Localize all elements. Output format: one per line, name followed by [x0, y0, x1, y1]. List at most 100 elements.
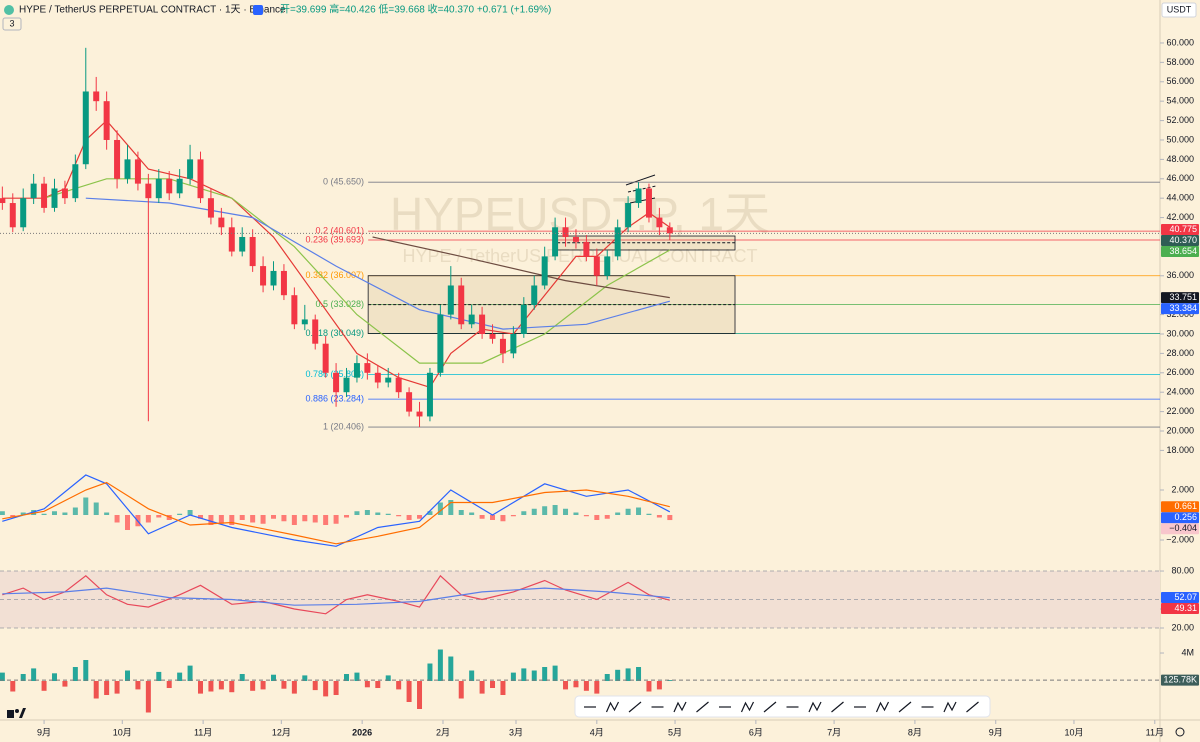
candle-body: [333, 372, 340, 393]
indicator-line: [2, 574, 670, 615]
candle-body: [114, 139, 121, 179]
price-label: 52.07: [1174, 592, 1197, 602]
price-label: 33.384: [1169, 303, 1197, 313]
tool-icon[interactable]: [696, 701, 709, 713]
price-label: 38.654: [1169, 246, 1197, 256]
tool-icon[interactable]: [740, 701, 755, 713]
tool-icon[interactable]: [673, 701, 687, 713]
candle-body: [322, 343, 329, 373]
compare-button[interactable]: [253, 5, 263, 15]
tool-icon[interactable]: [605, 701, 620, 713]
macd-histogram-bar: [396, 515, 402, 517]
candle-body: [666, 227, 673, 234]
y-tick-label: 42.000: [1166, 212, 1194, 222]
ohlc-values: 开=39.699 高=40.426 低=39.668 收=40.370 +0.6…: [280, 3, 551, 16]
tool-icon[interactable]: [831, 701, 844, 713]
candle-body: [385, 377, 392, 383]
volume-bar: [31, 668, 37, 682]
volume-bar: [135, 681, 141, 690]
drawing-tool[interactable]: [740, 701, 755, 713]
volume-bar: [646, 681, 652, 692]
volume-bar: [156, 671, 162, 682]
macd-histogram-bar: [604, 515, 610, 519]
volume-bar: [41, 681, 47, 691]
tool-icon[interactable]: [763, 701, 777, 713]
macd-histogram-bar: [344, 515, 350, 518]
x-tick-label: 7月: [827, 727, 841, 737]
y-tick-label: 60.000: [1166, 37, 1194, 47]
tool-icon[interactable]: [628, 701, 642, 713]
price-label: 0.661: [1174, 501, 1197, 511]
tool-icon[interactable]: [808, 701, 822, 713]
x-tick-label: 5月: [668, 727, 682, 737]
macd-histogram-bar: [124, 515, 130, 530]
drawing-tool[interactable]: [966, 701, 979, 713]
macd-histogram-bar: [625, 508, 631, 515]
price-label-bg: [1161, 234, 1199, 246]
tool-icon[interactable]: [898, 701, 912, 713]
macd-histogram-bar: [458, 510, 464, 515]
tool-icon[interactable]: [875, 701, 890, 713]
candle-body: [374, 372, 381, 383]
y-tick-label: 18.000: [1166, 445, 1194, 455]
macd-histogram-bar: [333, 515, 339, 524]
y-tick-label: 2.000: [1171, 484, 1194, 494]
volume-bar: [239, 674, 245, 682]
volume-bar: [385, 675, 391, 682]
x-tick-label: 6月: [749, 727, 763, 737]
macd-histogram-bar: [364, 510, 370, 515]
drawing-tool[interactable]: [875, 701, 890, 713]
candle-body: [155, 178, 162, 199]
settings-button[interactable]: [1175, 727, 1185, 737]
y-tick-label: 44.000: [1166, 193, 1194, 203]
y-tick-label: 30.000: [1166, 328, 1194, 338]
candle-body: [552, 227, 559, 257]
y-tick-label: 26.000: [1166, 367, 1194, 377]
drawing-tool[interactable]: [808, 701, 822, 713]
volume-bar: [0, 672, 5, 682]
tool-icon[interactable]: [966, 701, 979, 713]
volume-bar: [302, 675, 308, 682]
y-tick-label: 58.000: [1166, 57, 1194, 67]
indicator-line: [372, 236, 670, 299]
macd-histogram-bar: [114, 515, 120, 523]
drawing-tool[interactable]: [605, 701, 620, 713]
volume-bar: [104, 681, 110, 696]
volume-bar: [604, 674, 610, 682]
candle-body: [280, 270, 287, 296]
candle-body: [562, 227, 569, 237]
drawing-tool[interactable]: [763, 701, 777, 713]
volume-bar: [51, 673, 57, 682]
drawing-tool[interactable]: [943, 701, 957, 713]
candle-body: [9, 203, 16, 228]
volume-bar: [218, 681, 224, 690]
drawing-tool[interactable]: [831, 701, 844, 713]
indicator-count[interactable]: 3: [9, 18, 14, 28]
tv-logo: [7, 708, 26, 718]
price-label: 33.751: [1169, 292, 1197, 302]
volume-bar: [250, 681, 256, 691]
drawing-tool[interactable]: [673, 701, 687, 713]
volume-bar: [583, 681, 589, 691]
drawing-tool[interactable]: [898, 701, 912, 713]
volume-bar: [333, 681, 339, 696]
currency[interactable]: USDT: [1167, 4, 1192, 14]
indicator-toggle[interactable]: [2, 17, 22, 31]
currency-button[interactable]: [1161, 2, 1197, 18]
candle-body: [531, 285, 538, 305]
candle-body: [416, 411, 423, 417]
volume-bar: [114, 681, 120, 694]
tool-icon[interactable]: [943, 701, 957, 713]
macd-histogram-bar: [667, 515, 673, 521]
fib-label: 0.886 (23.284): [305, 394, 364, 404]
macd-histogram-bar: [385, 513, 391, 515]
macd-histogram-bar: [239, 515, 245, 520]
macd-histogram-bar: [636, 507, 642, 515]
volume-bar: [552, 665, 558, 682]
volume-bar: [93, 681, 99, 699]
volume-bar: [417, 681, 423, 710]
drawing-tool[interactable]: [628, 701, 642, 713]
drawing-tool[interactable]: [696, 701, 709, 713]
macd-histogram-bar: [41, 513, 47, 515]
symbol-title[interactable]: HYPE / TetherUS PERPETUAL CONTRACT · 1天 …: [19, 5, 286, 16]
